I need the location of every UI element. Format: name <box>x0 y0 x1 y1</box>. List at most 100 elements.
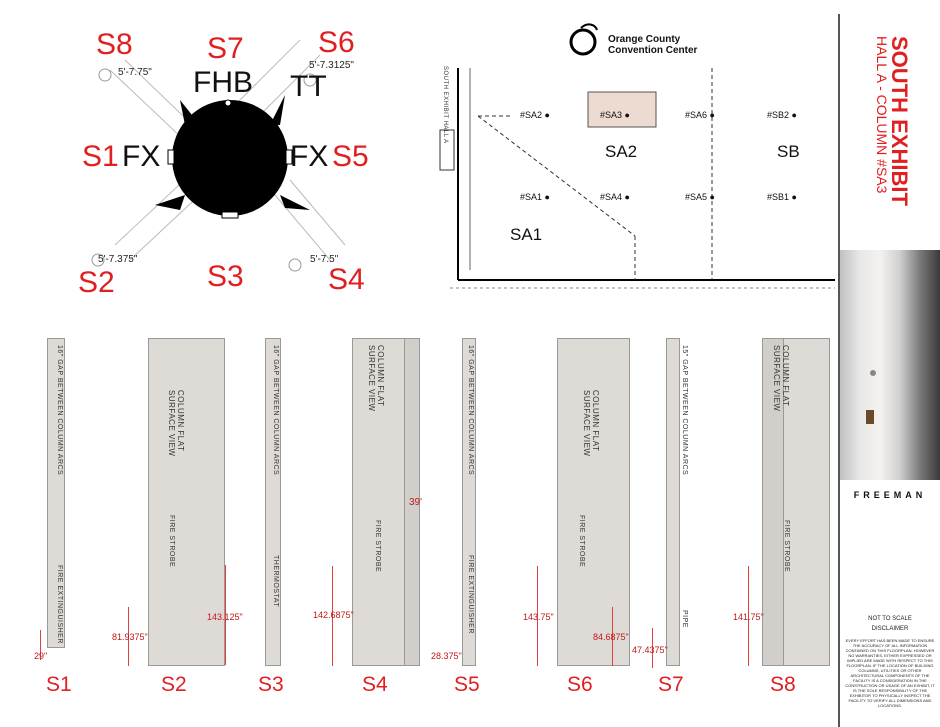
column-photo <box>840 250 940 480</box>
s1-fire-ext: FIRE EXTINGUISHER <box>56 565 63 644</box>
s2-dim-b: 143.125" <box>207 612 243 622</box>
elev-label-s5: S5 <box>454 673 480 696</box>
dim-top-left: 5'-7.75" <box>118 67 152 78</box>
zone-sa2: SA2 <box>605 142 638 161</box>
s3-thermostat: THERMOSTAT <box>272 555 279 608</box>
code-fhb: FHB <box>193 66 253 99</box>
s7-dim-line <box>652 628 653 668</box>
col-sa2: #SA2 ● <box>520 110 550 120</box>
logo-text: Orange County Convention Center <box>608 34 697 56</box>
col-sa5: #SA5 ● <box>685 192 715 202</box>
s2-flat-view: COLUMN FLAT SURFACE VIEW <box>167 390 185 457</box>
hall-label: SOUTH EXHIBIT HALL A <box>442 66 448 144</box>
col-sb2: #SB2 ● <box>767 110 797 120</box>
s8-flat-view: COLUMN FLAT SURFACE VIEW <box>772 345 790 412</box>
zone-sa1: SA1 <box>510 225 543 244</box>
s8-fire-strobe: FIRE STROBE <box>783 520 790 573</box>
s4-fire-strobe: FIRE STROBE <box>374 520 381 573</box>
code-fx-left: FX <box>122 140 161 173</box>
side-label-s3: S3 <box>207 260 244 293</box>
s7-pipe: PIPE <box>681 610 688 628</box>
s8-dim-line <box>748 566 749 666</box>
photo-detail <box>870 370 876 376</box>
floor-plan-svg <box>439 68 835 289</box>
side-label-s5: S5 <box>332 140 369 173</box>
s2-dim-a: 81.9375" <box>112 632 148 642</box>
elev-label-s4: S4 <box>362 673 388 696</box>
sidebar-subtitle: HALL A - COLUMN #SA3 <box>874 36 890 194</box>
code-tt: TT <box>290 70 327 103</box>
s4-dim-line <box>332 566 333 666</box>
col-sa6: #SA6 ● <box>685 110 715 120</box>
title-block: SOUTH EXHIBIT HALL A - COLUMN #SA3 FREEM… <box>838 14 940 727</box>
s6-flat-view: COLUMN FLAT SURFACE VIEW <box>582 390 600 457</box>
s4-flat-view: COLUMN FLAT SURFACE VIEW <box>367 345 385 412</box>
col-sa2-label: #SA2 <box>520 110 543 120</box>
s5-gap-text: 16" GAP BETWEEN COLUMN ARCS <box>467 345 474 476</box>
elevation-s8-edge <box>762 338 784 666</box>
side-label-s8: S8 <box>96 28 133 61</box>
s8-dim: 141.75" <box>733 612 764 622</box>
s1-gap-text: 16" GAP BETWEEN COLUMN ARCS <box>56 345 63 476</box>
s1-dim: 29" <box>34 651 48 661</box>
elev-label-s6: S6 <box>567 673 593 696</box>
col-sa4-label: #SA4 <box>600 192 623 202</box>
elev-label-s2: S2 <box>161 673 187 696</box>
s5-fire-ext: FIRE EXTINGUISHER <box>467 555 474 634</box>
s2-dim-line-b <box>225 565 226 665</box>
s1-dim-line <box>40 630 41 660</box>
elev-label-s3: S3 <box>258 673 284 696</box>
dim-bottom-right: 5'-7.5" <box>310 254 339 265</box>
s3-gap-text: 16" GAP BETWEEN COLUMN ARCS <box>272 345 279 476</box>
s2-fire-strobe: FIRE STROBE <box>168 515 175 568</box>
side-label-s2: S2 <box>78 266 115 299</box>
elev-label-s8: S8 <box>770 673 796 696</box>
side-label-s6: S6 <box>318 26 355 59</box>
col-sa5-label: #SA5 <box>685 192 708 202</box>
s5-dim: 28.375" <box>431 651 462 661</box>
elevation-s7 <box>666 338 680 666</box>
elev-label-s7: S7 <box>658 673 684 696</box>
zone-sb: SB <box>777 142 800 161</box>
s6-fire-strobe: FIRE STROBE <box>578 515 585 568</box>
code-fx-right: FX <box>290 140 329 173</box>
occc-logo-icon <box>569 23 598 56</box>
elevation-s5 <box>462 338 476 666</box>
disclaimer-text: EVERY EFFORT HAS BEEN MADE TO ENSURE THE… <box>845 638 935 708</box>
col-sa6-label: #SA6 <box>685 110 708 120</box>
s2-dim-line-a <box>128 607 129 666</box>
col-sa1-label: #SA1 <box>520 192 543 202</box>
elevation-s2 <box>148 338 225 666</box>
side-label-s1: S1 <box>82 140 119 173</box>
elevation-s4-edge <box>404 338 420 666</box>
col-sa1: #SA1 ● <box>520 192 550 202</box>
elevation-s3 <box>265 338 281 666</box>
logo-line-1: Orange County <box>608 34 681 45</box>
col-sb2-label: #SB2 <box>767 110 790 120</box>
s4-dim-a: 142.6875" <box>313 610 354 620</box>
logo-line-2: Convention Center <box>608 45 698 56</box>
disclaimer-title: DISCLAIMER <box>871 626 909 632</box>
side-label-s4: S4 <box>328 263 365 296</box>
s6-dim-b: 84.6875" <box>593 632 629 642</box>
s7-gap-text: 15" GAP BETWEEN COLUMN ARCS <box>681 345 688 476</box>
s4-dim-height: 39' <box>409 497 423 508</box>
s6-dim-line-a <box>537 566 538 666</box>
dim-bottom-left: 5'-7.375" <box>98 254 138 265</box>
s7-dim: 47.4375" <box>632 645 668 655</box>
elevation-s6 <box>557 338 630 666</box>
col-sa3: #SA3 ● <box>600 110 630 120</box>
s6-dim-a: 143.75" <box>523 612 554 622</box>
side-label-s7: S7 <box>207 32 244 65</box>
freeman-logo: FREEMAN <box>853 490 927 500</box>
col-sa3-label: #SA3 <box>600 110 623 120</box>
column-plan-svg <box>91 39 346 272</box>
col-sa4: #SA4 ● <box>600 192 630 202</box>
s6-dim-line-b <box>612 607 613 666</box>
not-to-scale: NOT TO SCALE <box>868 616 912 622</box>
photo-detail <box>866 410 874 424</box>
col-sb1-label: #SB1 <box>767 192 790 202</box>
elev-label-s1: S1 <box>46 673 72 696</box>
column-circle <box>172 100 288 216</box>
elevation-s1 <box>47 338 65 648</box>
